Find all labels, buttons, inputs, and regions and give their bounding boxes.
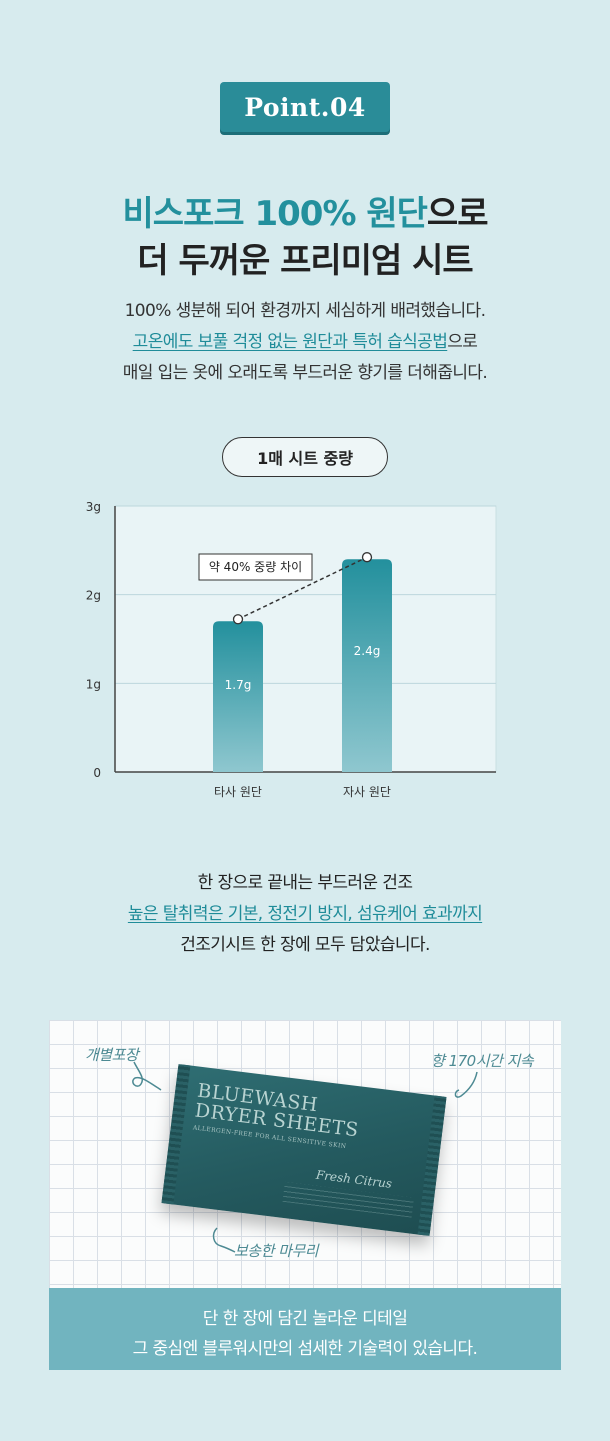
plot-area (114, 505, 497, 773)
y-tick-label-2: 2g (86, 589, 101, 603)
label-soft-finish: 보송한 마무리 (234, 1242, 319, 1260)
benefit-line-3: 건조기시트 한 장에 모두 담았습니다. (180, 935, 430, 955)
y-tick-label-3: 3g (86, 500, 101, 514)
benefit-highlight: 높은 탈취력은 기본, 정전기 방지, 섬유케어 효과까지 (127, 904, 483, 924)
weight-chart: 0 1g 2g 3g 1.7g 타사 원단 2.4g 자사 원단 약 40% 중량 차이 (70, 496, 510, 816)
arrow-doodle-2 (454, 1071, 478, 1098)
headline-highlight: 비스포크 100% 원단 (122, 194, 428, 234)
description-highlight: 고온에도 보풀 걱정 없는 원단과 특허 습식공법 (132, 332, 448, 352)
weight-chart-svg: 0 1g 2g 3g 1.7g 타사 원단 2.4g 자사 원단 약 40% 중량 차이 (86, 500, 497, 799)
comparison-point-0 (232, 614, 244, 625)
x-tick-label-1: 자사 원단 (343, 785, 391, 799)
description-line-2: 고온에도 보풀 걱정 없는 원단과 특허 습식공법으로 (0, 327, 610, 352)
y-tick-label-1: 1g (86, 677, 101, 691)
comparison-point-1 (361, 552, 373, 563)
headline-line-1: 비스포크 100% 원단으로 (0, 186, 610, 235)
label-individual-pack: 개별포장 (85, 1046, 139, 1064)
headline-line-2: 더 두꺼운 프리미엄 시트 (137, 241, 473, 281)
bar-1 (342, 559, 392, 772)
annotation-box (198, 553, 313, 581)
label-scent-duration: 향 170시간 지속 (431, 1052, 534, 1070)
bar-value-label-1: 2.4g (354, 644, 381, 658)
benefit-line-2: 높은 탈취력은 기본, 정전기 방지, 섬유케어 효과까지 (0, 899, 610, 924)
x-tick-label-0: 타사 원단 (214, 785, 262, 799)
pouch-fine-print (282, 1181, 414, 1218)
description-line-3: 매일 입는 옷에 오래도록 부드러운 향기를 더해줍니다. (122, 363, 488, 383)
description-rest: 으로 (447, 332, 478, 352)
description-line-1: 100% 생분해 되어 환경까지 세심하게 배려했습니다. (124, 301, 486, 321)
bar-value-label-0: 1.7g (225, 678, 252, 692)
benefit-line-1: 한 장으로 끝내는 부드러운 건조 (197, 873, 413, 893)
annotation-text: 약 40% 중량 차이 (209, 559, 302, 574)
headline-rest: 으로 (426, 194, 489, 234)
chart-label-pill: 1매 시트 중량 (222, 437, 388, 477)
product-photo: BLUEWASH DRYER SHEETS ALLERGEN-FREE FOR … (49, 1020, 561, 1288)
caption-line-1: 단 한 장에 담긴 놀라운 디테일 (202, 1309, 408, 1329)
point-badge: Point.04 (220, 82, 390, 132)
doodle-arrows (132, 1061, 478, 1253)
arrow-doodle-1 (132, 1061, 162, 1091)
caption-line-2: 그 중심엔 블루워시만의 섬세한 기술력이 있습니다. (132, 1339, 478, 1359)
bar-0 (213, 621, 263, 772)
arrow-doodle-3 (212, 1227, 236, 1253)
y-tick-label-0: 0 (93, 766, 101, 780)
caption-banner: 단 한 장에 담긴 놀라운 디테일 그 중심엔 블루워시만의 섬세한 기술력이 … (49, 1288, 561, 1370)
comparison-line (237, 556, 368, 620)
